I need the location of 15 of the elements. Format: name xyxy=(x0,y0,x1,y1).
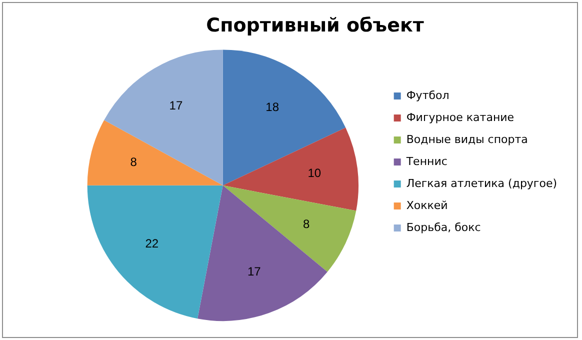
data-label: 10 xyxy=(308,166,322,180)
legend-label: Фигурное катание xyxy=(406,110,514,124)
legend-label: Легкая атлетика (другое) xyxy=(406,176,558,190)
legend-label: Хоккей xyxy=(406,198,448,212)
legend-label: Теннис xyxy=(405,154,448,168)
data-label: 17 xyxy=(247,264,262,278)
legend-label: Водные виды спорта xyxy=(406,132,528,146)
chart-title: Спортивный объект xyxy=(206,14,424,36)
data-label: 22 xyxy=(145,236,159,250)
data-label: 8 xyxy=(130,154,138,169)
data-label: 17 xyxy=(169,98,183,112)
legend-label: Футбол xyxy=(406,88,450,102)
data-label: 18 xyxy=(266,100,280,114)
data-label: 8 xyxy=(303,216,310,231)
legend-label: Борьба, бокс xyxy=(406,220,481,234)
